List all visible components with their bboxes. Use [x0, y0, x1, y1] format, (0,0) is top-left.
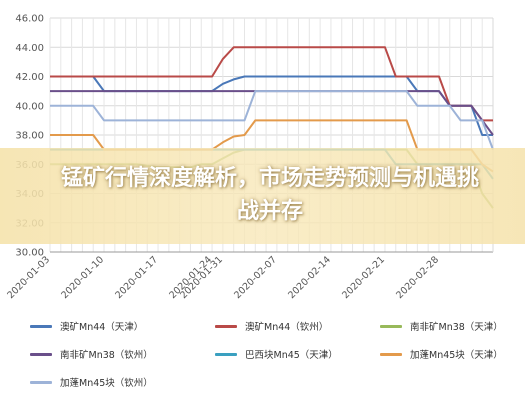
legend-label: 南非矿Mn38（钦州） [60, 350, 153, 361]
headline-banner [0, 148, 525, 244]
y-tick-label: 40.00 [15, 101, 44, 112]
y-tick-label: 42.00 [15, 72, 44, 83]
legend-item: 加蓬Mn45块（天津） [380, 346, 520, 362]
legend-item: 加蓬Mn45块（钦州） [30, 374, 215, 390]
legend-swatch [215, 352, 237, 356]
x-tick-label: 2020-01-17 [113, 254, 160, 301]
legend-label: 南非矿Mn38（天津） [410, 322, 503, 333]
legend-item: 南非矿Mn38（钦州） [30, 346, 215, 362]
series-line [50, 46, 493, 122]
chart-legend: 澳矿Mn44（天津） 澳矿Mn44（钦州） 南非矿Mn38（天津） 南非矿Mn38（钦… [30, 318, 520, 390]
legend-swatch [30, 352, 52, 356]
legend-label: 澳矿Mn44（天津） [60, 322, 144, 333]
legend-item: 澳矿Mn44（钦州） [215, 318, 380, 334]
legend-swatch [30, 324, 52, 328]
x-tick-label: 2020-02-07 [232, 254, 279, 301]
legend-label: 加蓬Mn45块（天津） [410, 350, 503, 361]
x-tick-label: 2020-01-03 [5, 254, 52, 301]
y-tick-label: 30.00 [15, 248, 44, 259]
legend-swatch [30, 380, 52, 384]
headline-text: 锰矿行情深度解析，市场走势预测与机遇挑战并存 [60, 166, 479, 224]
legend-swatch [380, 324, 402, 328]
y-tick-label: 44.00 [15, 43, 44, 54]
series-line [50, 90, 494, 150]
legend-item: 巴西块Mn45（天津） [215, 346, 380, 362]
x-tick-label: 2020-02-28 [394, 254, 441, 301]
legend-label: 巴西块Mn45（天津） [245, 350, 338, 361]
legend-swatch [215, 324, 237, 328]
x-tick-label: 2020-02-14 [286, 254, 333, 301]
legend-label: 加蓬Mn45块（钦州） [60, 378, 153, 389]
legend-item: 澳矿Mn44（天津） [30, 318, 215, 334]
x-tick-label: 2020-01-10 [59, 254, 106, 301]
legend-swatch [380, 352, 402, 356]
legend-item: 南非矿Mn38（天津） [380, 318, 520, 334]
y-tick-label: 38.00 [15, 131, 44, 142]
series-line [50, 90, 494, 136]
y-tick-label: 46.00 [15, 14, 44, 25]
x-tick-label: 2020-02-21 [340, 254, 387, 301]
legend-label: 澳矿Mn44（钦州） [245, 322, 329, 333]
